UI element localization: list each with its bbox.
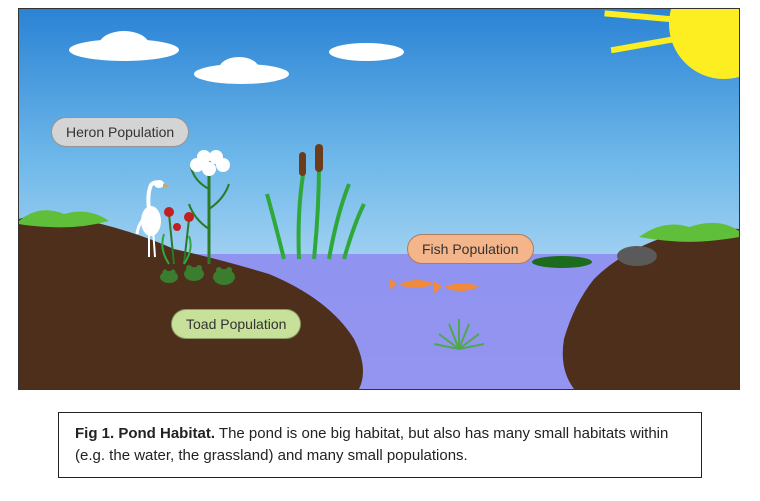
pond-habitat-diagram: Heron Population Fish Population Toad Po… [18, 8, 740, 390]
figure-caption: Fig 1. Pond Habitat. The pond is one big… [58, 412, 702, 478]
fish-population-label: Fish Population [407, 234, 534, 264]
caption-title: Fig 1. Pond Habitat. [75, 425, 215, 442]
terrain-svg [19, 9, 739, 389]
toad-population-label: Toad Population [171, 309, 301, 339]
heron-icon [129, 179, 169, 259]
heron-population-label: Heron Population [51, 117, 189, 147]
